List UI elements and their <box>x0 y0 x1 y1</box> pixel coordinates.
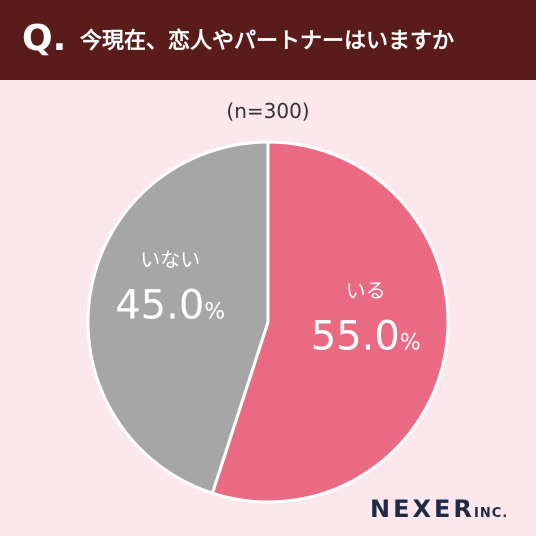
slice-value: 55.0% <box>311 313 421 359</box>
header-band <box>0 0 536 80</box>
brand-suffix: INC. <box>474 506 508 521</box>
pie-slice <box>86 140 270 496</box>
slice-value: 45.0% <box>115 283 225 329</box>
slice-category: いない <box>140 248 200 272</box>
brand: NEXER <box>370 495 475 523</box>
slice-category: いる <box>346 278 386 302</box>
pie-slice <box>210 140 450 504</box>
header-title: 今現在、恋人やパートナーはいますか <box>80 28 454 54</box>
pie: いる 55.0% いない 45.0% <box>86 140 450 504</box>
subtitle: (n=300) <box>226 99 309 123</box>
question-mark: Q. <box>22 18 66 59</box>
